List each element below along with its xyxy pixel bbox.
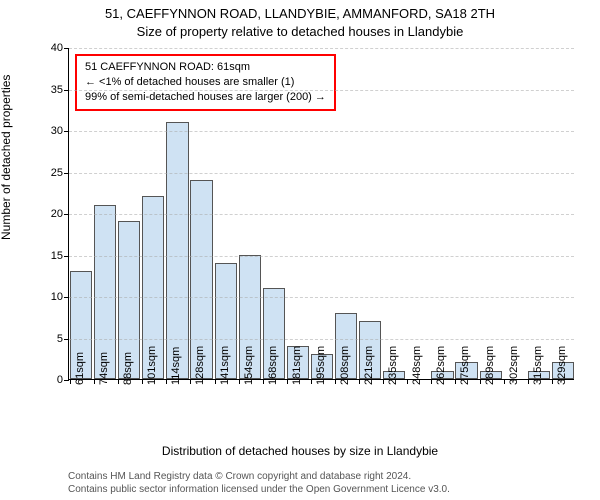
x-tick-label: 114sqm (170, 347, 182, 385)
info-box-line: ← <1% of detached houses are smaller (1) (85, 75, 326, 90)
info-box-line: 51 CAEFFYNNON ROAD: 61sqm (85, 60, 326, 75)
y-tick-label: 15 (51, 250, 63, 262)
x-tick-label: 141sqm (219, 346, 231, 385)
info-box: 51 CAEFFYNNON ROAD: 61sqm← <1% of detach… (75, 54, 336, 111)
chart-title-line2: Size of property relative to detached ho… (0, 24, 600, 39)
x-tick-mark (407, 379, 408, 384)
plot-area: 51 CAEFFYNNON ROAD: 61sqm← <1% of detach… (68, 48, 574, 380)
footnote: Contains HM Land Registry data © Crown c… (68, 471, 590, 496)
grid-line (69, 339, 574, 340)
x-tick-label: 275sqm (459, 346, 471, 385)
grid-line (69, 256, 574, 257)
x-tick-label: 289sqm (484, 346, 496, 385)
x-tick-mark (287, 379, 288, 384)
y-tick-label: 10 (51, 291, 63, 303)
y-tick-mark (64, 297, 69, 298)
x-tick-mark (480, 379, 481, 384)
grid-line (69, 297, 574, 298)
x-tick-label: 208sqm (339, 346, 351, 385)
x-tick-mark (215, 379, 216, 384)
y-tick-mark (64, 173, 69, 174)
x-tick-mark (263, 379, 264, 384)
y-tick-label: 40 (51, 42, 63, 54)
y-tick-label: 0 (57, 374, 63, 386)
y-tick-label: 20 (51, 208, 63, 220)
x-tick-label: 168sqm (267, 346, 279, 385)
x-tick-label: 128sqm (194, 346, 206, 385)
x-tick-mark (118, 379, 119, 384)
chart-title-line1: 51, CAEFFYNNON ROAD, LLANDYBIE, AMMANFOR… (0, 6, 600, 21)
x-tick-mark (70, 379, 71, 384)
x-tick-mark (142, 379, 143, 384)
x-tick-mark (166, 379, 167, 384)
bar (166, 122, 188, 379)
x-tick-label: 221sqm (363, 346, 375, 385)
x-tick-mark (552, 379, 553, 384)
x-tick-label: 248sqm (411, 346, 423, 385)
x-tick-label: 329sqm (556, 346, 568, 385)
x-tick-label: 195sqm (315, 346, 327, 385)
x-tick-label: 315sqm (532, 346, 544, 385)
footnote-line1: Contains HM Land Registry data © Crown c… (68, 471, 590, 484)
x-tick-label: 181sqm (291, 346, 303, 385)
y-tick-mark (64, 256, 69, 257)
x-tick-mark (311, 379, 312, 384)
footnote-line2: Contains public sector information licen… (68, 484, 590, 497)
x-tick-mark (94, 379, 95, 384)
x-axis-label: Distribution of detached houses by size … (0, 444, 600, 458)
x-tick-mark (504, 379, 505, 384)
x-tick-label: 101sqm (146, 346, 158, 385)
y-tick-mark (64, 380, 69, 381)
x-tick-mark (359, 379, 360, 384)
grid-line (69, 214, 574, 215)
x-tick-label: 154sqm (243, 346, 255, 385)
y-tick-label: 25 (51, 167, 63, 179)
y-tick-mark (64, 90, 69, 91)
x-tick-label: 74sqm (98, 352, 110, 385)
x-tick-label: 88sqm (122, 352, 134, 385)
x-tick-label: 61sqm (74, 352, 86, 385)
y-tick-mark (64, 214, 69, 215)
y-tick-label: 30 (51, 125, 63, 137)
y-axis-label: Number of detached properties (0, 75, 13, 240)
x-tick-mark (239, 379, 240, 384)
x-tick-mark (431, 379, 432, 384)
x-tick-label: 262sqm (435, 346, 447, 385)
x-tick-mark (528, 379, 529, 384)
x-tick-label: 302sqm (508, 346, 520, 385)
y-tick-mark (64, 339, 69, 340)
x-tick-label: 235sqm (387, 346, 399, 385)
grid-line (69, 131, 574, 132)
grid-line (69, 48, 574, 49)
y-tick-label: 35 (51, 84, 63, 96)
grid-line (69, 173, 574, 174)
x-tick-mark (335, 379, 336, 384)
grid-line (69, 90, 574, 91)
y-tick-mark (64, 131, 69, 132)
x-tick-mark (455, 379, 456, 384)
x-tick-mark (190, 379, 191, 384)
info-box-line: 99% of semi-detached houses are larger (… (85, 90, 326, 105)
y-tick-mark (64, 48, 69, 49)
chart-container: 51, CAEFFYNNON ROAD, LLANDYBIE, AMMANFOR… (0, 0, 600, 500)
x-tick-mark (383, 379, 384, 384)
y-tick-label: 5 (57, 333, 63, 345)
